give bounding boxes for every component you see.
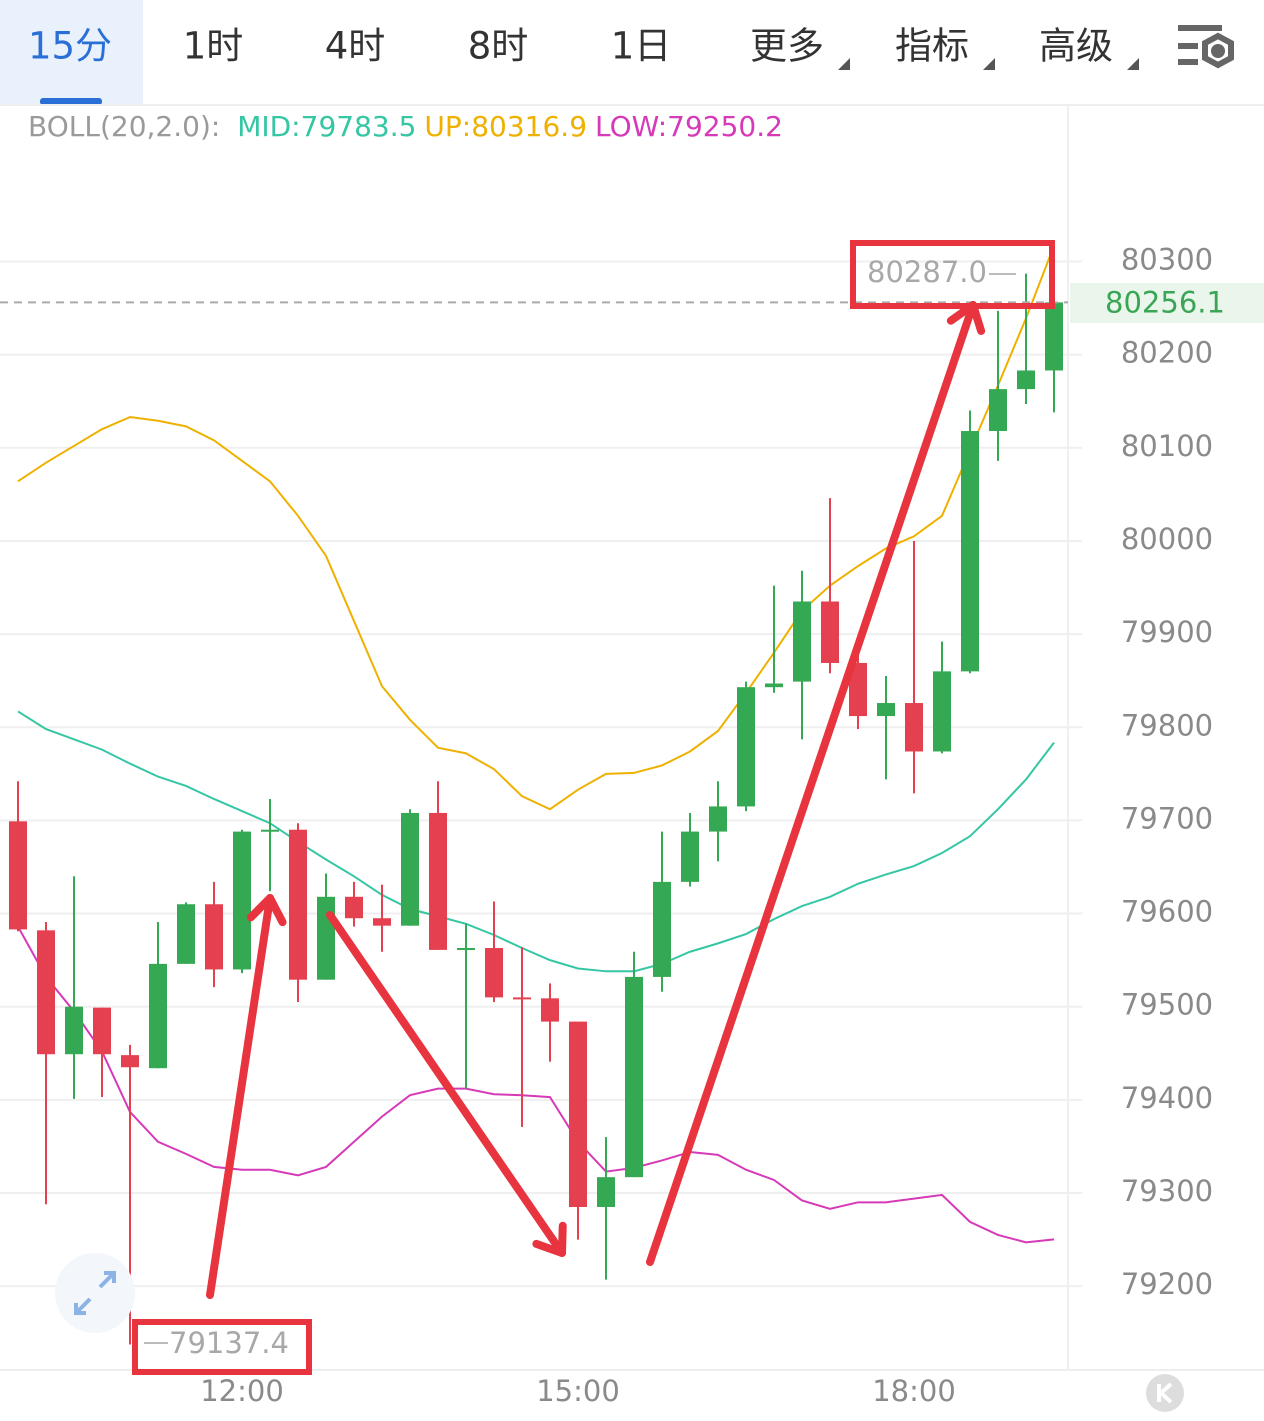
candle-body (625, 976, 643, 1178)
candle-body (961, 431, 979, 672)
candle-body (289, 829, 307, 980)
candle-body (485, 948, 503, 998)
tab[interactable]: 1日 (611, 25, 672, 68)
candle-body (121, 1055, 139, 1068)
tab-bar: 15分 1时 4时 8时 1日 更多 指标 高级 (0, 0, 1264, 106)
min-label: 79137.4 (169, 1326, 289, 1360)
y-tick-label: 79300 (1121, 1174, 1213, 1208)
dropdown-caret (838, 58, 850, 70)
candle-body (429, 812, 447, 950)
y-tick-label: 80100 (1121, 429, 1213, 463)
candle-body (989, 389, 1007, 432)
candle-body (905, 703, 923, 752)
x-tick-label: 18:00 (872, 1374, 956, 1408)
candle-body (233, 831, 251, 970)
last-price-bg (1070, 283, 1264, 323)
grid (0, 260, 1082, 1288)
candle-body (177, 904, 195, 964)
last-price-label: 80256.1 (1105, 285, 1225, 319)
legend-name: LOW: (595, 110, 667, 143)
x-tick-label: 15:00 (536, 1374, 620, 1408)
candle-body (373, 918, 391, 926)
arrow (326, 911, 567, 1257)
tab[interactable]: 15分 (28, 25, 112, 68)
y-tick-label: 79800 (1121, 708, 1213, 742)
candle-body (933, 671, 951, 752)
indicator-name: BOLL(20,2.0): (28, 110, 220, 143)
candle-body (653, 881, 671, 977)
tab[interactable]: 高级 (1039, 25, 1113, 68)
candle-body (681, 831, 699, 882)
legend-value: 80316.9 (471, 110, 587, 143)
max-label: 80287.0 (867, 255, 987, 289)
y-tick-label: 79400 (1121, 1081, 1213, 1115)
candle-body (93, 1007, 111, 1055)
tab[interactable]: 8时 (468, 25, 529, 68)
axes: 79200 79300 79400 79500 79600 79700 79800 79900… (200, 242, 1213, 1408)
y-tick-label: 80300 (1121, 242, 1213, 276)
candle-body (541, 998, 559, 1022)
candle-body (261, 829, 279, 832)
y-tick-label: 79700 (1121, 801, 1213, 835)
candle-body (345, 896, 363, 919)
candle-body (821, 601, 839, 663)
tab[interactable]: 4时 (325, 25, 386, 68)
candle-body (709, 806, 727, 832)
indicator-legend: BOLL(20,2.0): MID:79783.5 UP:80316.9 LOW:7… (28, 110, 783, 143)
x-tick-label: 12:00 (200, 1374, 284, 1408)
candle-body (37, 930, 55, 1055)
candle-body (457, 948, 475, 951)
arrow (646, 301, 986, 1266)
settings-icon[interactable] (1178, 25, 1234, 69)
candle-body (149, 963, 167, 1069)
candle-body (1045, 302, 1063, 371)
dropdown-caret (983, 58, 995, 70)
candle-body (569, 1021, 587, 1207)
candle-body (513, 997, 531, 1000)
tab[interactable]: 指标 (895, 25, 969, 68)
candle-body (205, 904, 223, 970)
candle-body (597, 1177, 615, 1207)
highlight-box (132, 1319, 312, 1375)
candle-body (877, 703, 895, 717)
candle-body (9, 821, 27, 930)
active-tab-indicator (40, 98, 102, 105)
bollinger-lines (17, 245, 1055, 1244)
y-tick-label: 80200 (1121, 336, 1213, 370)
arrow (206, 894, 287, 1299)
tab[interactable]: 更多 (750, 25, 824, 68)
candle-body (401, 812, 419, 926)
candle-body (849, 662, 867, 717)
candle-body (65, 1006, 83, 1055)
active-tab-bg (0, 0, 143, 105)
legend-value: 79783.5 (301, 110, 417, 143)
tab[interactable]: 1时 (183, 25, 244, 68)
candle-body (765, 683, 783, 688)
dropdown-caret (1127, 58, 1139, 70)
y-tick-label: 80000 (1121, 522, 1213, 556)
bollinger-line (17, 926, 1055, 1244)
y-tick-label: 79900 (1121, 615, 1213, 649)
logo (1146, 1374, 1184, 1412)
bollinger-line (17, 245, 1055, 811)
candle-body (1017, 370, 1035, 390)
legend-name: MID: (237, 110, 300, 143)
bollinger-line (17, 710, 1055, 973)
legend-name: UP: (424, 110, 471, 143)
candle-body (793, 601, 811, 682)
y-tick-label: 79600 (1121, 895, 1213, 929)
legend-value: 79250.2 (667, 110, 783, 143)
y-tick-label: 79500 (1121, 988, 1213, 1022)
candles (9, 273, 1063, 1345)
y-tick-label: 79200 (1121, 1267, 1213, 1301)
tab-bar-bg (0, 0, 1264, 105)
annotations: 80256.1 80287.0 79137.4 (0, 240, 1264, 1412)
expand-button[interactable] (55, 1253, 135, 1333)
candle-body (737, 687, 755, 807)
candle-body (317, 896, 335, 980)
